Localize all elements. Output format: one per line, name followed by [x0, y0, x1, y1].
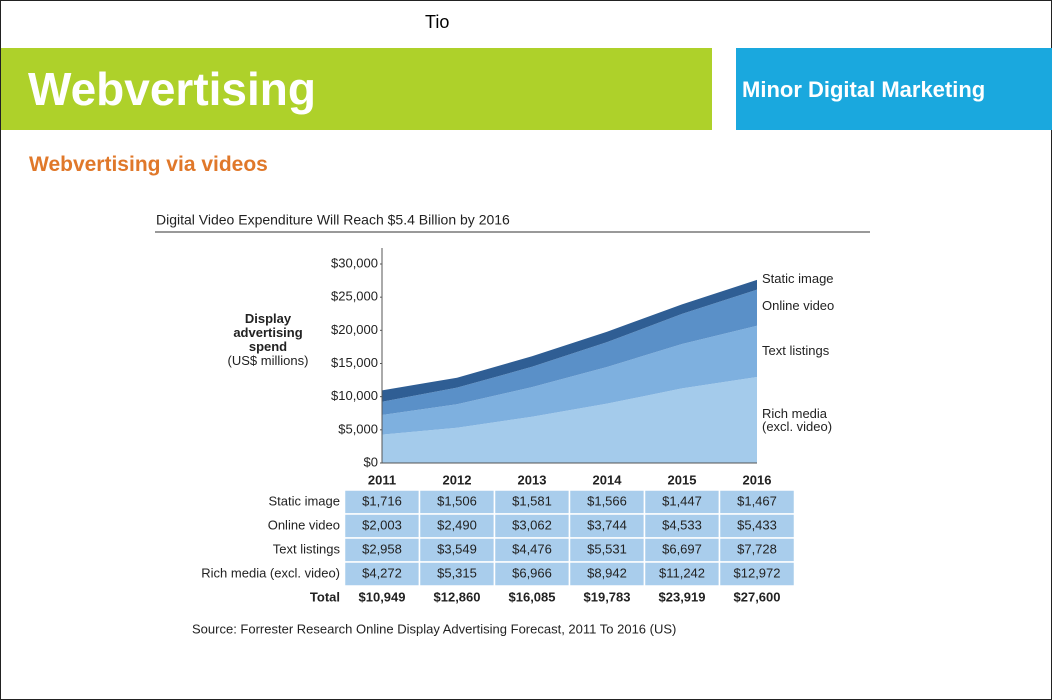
- value-label: $2,490: [437, 517, 477, 532]
- total-label: Total: [310, 589, 340, 604]
- x-tick-label: 2015: [668, 472, 697, 487]
- total-value: $27,600: [734, 589, 781, 604]
- table-cell: [568, 537, 646, 563]
- table-cell: [493, 513, 571, 539]
- legend-label: Static image: [762, 271, 834, 286]
- value-label: $5,315: [437, 565, 477, 580]
- table-cell: [568, 561, 646, 587]
- subtitle: Webvertising via videos: [29, 153, 268, 176]
- value-label: $5,531: [587, 541, 627, 556]
- title-bar: [1, 48, 712, 130]
- area: [382, 376, 757, 463]
- value-label: $6,697: [662, 541, 702, 556]
- table-cell: [718, 537, 796, 563]
- row-label: Online video: [268, 517, 340, 532]
- area: [382, 289, 757, 416]
- area: [382, 279, 757, 402]
- value-label: $1,566: [587, 493, 627, 508]
- total-value: $23,919: [659, 589, 706, 604]
- value-label: $12,972: [734, 565, 781, 580]
- x-tick-label: 2014: [593, 472, 623, 487]
- legend-label: Text listings: [762, 343, 830, 358]
- legend-label: Rich media (excl. video): [762, 406, 833, 434]
- top-text: Tio: [425, 12, 450, 32]
- value-label: $2,958: [362, 541, 402, 556]
- legend-label: Online video: [762, 298, 835, 313]
- y-unit: (US$ millions): [227, 353, 309, 368]
- value-label: $6,966: [512, 565, 552, 580]
- y-label-text: Display advertising spend: [233, 311, 303, 354]
- chart-title: Digital Video Expenditure Will Reach $5.…: [156, 212, 510, 228]
- total-value: $10,949: [359, 589, 406, 604]
- value-label: $4,476: [512, 541, 552, 556]
- table-cell: [343, 561, 421, 587]
- table-cell: [718, 561, 796, 587]
- table-cell: [718, 513, 796, 539]
- value-label: $3,549: [437, 541, 477, 556]
- source: Source: Forrester Research Online Displa…: [192, 621, 676, 636]
- x-tick-label: 2013: [518, 472, 547, 487]
- value-label: $1,581: [512, 493, 552, 508]
- value-label: $1,447: [662, 493, 702, 508]
- total-value: $19,783: [584, 589, 631, 604]
- x-tick-label: 2016: [743, 472, 772, 487]
- value-label: $1,506: [437, 493, 477, 508]
- value-label: $4,272: [362, 565, 402, 580]
- value-label: $4,533: [662, 517, 702, 532]
- table-cell: [343, 513, 421, 539]
- value-label: $1,716: [362, 493, 402, 508]
- table-cell: [418, 537, 496, 563]
- value-label: $3,062: [512, 517, 552, 532]
- badge-box: [736, 48, 1052, 130]
- total-value: $12,860: [434, 589, 481, 604]
- x-tick-label: 2011: [368, 472, 396, 487]
- row-label: Text listings: [273, 541, 341, 556]
- table-cell: [343, 537, 421, 563]
- value-label: $8,942: [587, 565, 627, 580]
- y-tick-label: $15,000: [331, 355, 378, 370]
- y-tick-label: $0: [364, 454, 378, 469]
- y-tick-label: $10,000: [331, 388, 378, 403]
- table-cell: [493, 537, 571, 563]
- row-label: Static image: [268, 493, 340, 508]
- table-cell: [643, 561, 721, 587]
- area: [382, 325, 757, 435]
- y-tick-label: $30,000: [331, 255, 378, 270]
- value-label: $5,433: [737, 517, 777, 532]
- y-label: Display advertising spend (US$ millions): [218, 312, 318, 368]
- table-cell: [718, 489, 796, 515]
- slide-title: Webvertising: [28, 63, 316, 115]
- badge: Minor Digital Marketing: [742, 77, 986, 102]
- y-tick-label: $20,000: [331, 322, 378, 337]
- x-tick-label: 2012: [443, 472, 472, 487]
- total-value: $16,085: [509, 589, 556, 604]
- value-label: $11,242: [659, 565, 705, 580]
- value-label: $1,467: [737, 493, 777, 508]
- y-tick-label: $5,000: [338, 421, 378, 436]
- value-label: $7,728: [737, 541, 777, 556]
- y-tick-label: $25,000: [331, 289, 378, 304]
- value-label: $2,003: [362, 517, 402, 532]
- row-label: Rich media (excl. video): [201, 565, 340, 580]
- value-label: $3,744: [587, 517, 627, 532]
